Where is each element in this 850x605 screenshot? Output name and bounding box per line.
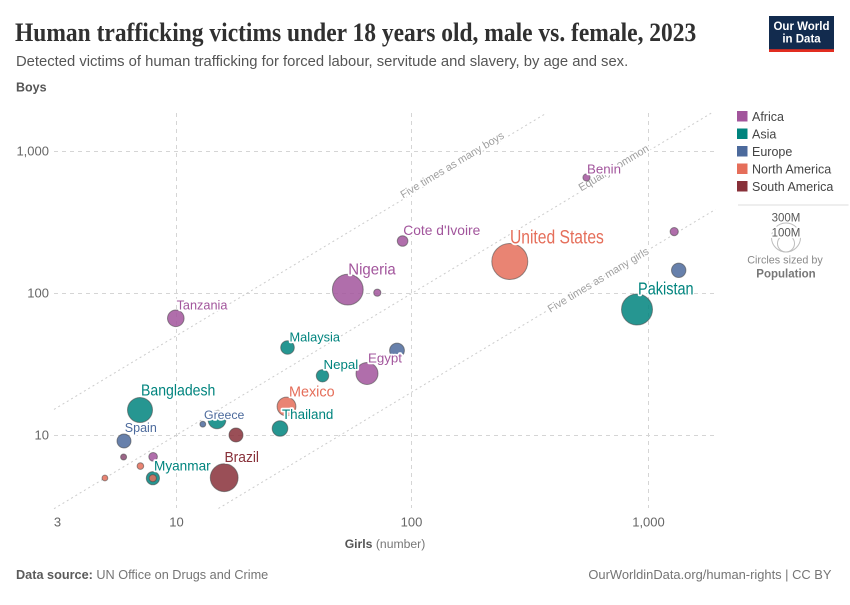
svg-text:Malaysia: Malaysia xyxy=(290,330,341,345)
svg-text:Africa: Africa xyxy=(752,110,784,124)
svg-text:Thailand: Thailand xyxy=(282,407,333,422)
svg-text:Circles sized by: Circles sized by xyxy=(747,255,823,267)
svg-text:in Data: in Data xyxy=(782,34,821,46)
svg-text:100: 100 xyxy=(401,515,423,530)
svg-text:Boys: Boys xyxy=(16,81,47,95)
svg-text:United States: United States xyxy=(510,226,604,248)
svg-text:Egypt: Egypt xyxy=(368,351,402,366)
svg-text:Mexico: Mexico xyxy=(289,385,335,401)
svg-text:Benin: Benin xyxy=(587,162,621,177)
svg-text:Data source: UN Office on Drug: Data source: UN Office on Drugs and Crim… xyxy=(16,568,268,582)
svg-text:Spain: Spain xyxy=(125,421,157,435)
svg-text:10: 10 xyxy=(169,515,183,530)
svg-text:100M: 100M xyxy=(772,228,801,240)
svg-text:Pakistan: Pakistan xyxy=(638,279,694,299)
svg-text:Nepal: Nepal xyxy=(324,357,359,372)
svg-text:100: 100 xyxy=(27,286,49,301)
svg-text:300M: 300M xyxy=(772,213,801,225)
svg-text:Myanmar: Myanmar xyxy=(154,458,211,473)
svg-text:South America: South America xyxy=(752,180,833,194)
svg-text:Bangladesh: Bangladesh xyxy=(141,383,215,400)
svg-text:Human trafficking victims unde: Human trafficking victims under 18 years… xyxy=(15,19,696,47)
svg-text:Asia: Asia xyxy=(752,128,776,142)
svg-text:Tanzania: Tanzania xyxy=(177,298,229,312)
svg-text:OurWorldinData.org/human-right: OurWorldinData.org/human-rights | CC BY xyxy=(588,567,832,582)
svg-text:Cote d'Ivoire: Cote d'Ivoire xyxy=(403,223,480,238)
svg-text:1,000: 1,000 xyxy=(16,144,49,159)
svg-text:North America: North America xyxy=(752,163,831,177)
svg-text:Population: Population xyxy=(756,269,815,281)
svg-text:1,000: 1,000 xyxy=(632,515,665,530)
svg-text:10: 10 xyxy=(35,428,49,443)
svg-text:Our World: Our World xyxy=(773,21,829,33)
svg-text:Girls (number): Girls (number) xyxy=(345,537,426,551)
svg-text:Brazil: Brazil xyxy=(224,450,259,467)
svg-text:Detected victims of human traf: Detected victims of human trafficking fo… xyxy=(16,54,628,70)
svg-text:Nigeria: Nigeria xyxy=(348,261,396,279)
svg-text:Greece: Greece xyxy=(204,408,244,422)
svg-text:Europe: Europe xyxy=(752,145,792,159)
svg-text:3: 3 xyxy=(54,515,61,530)
